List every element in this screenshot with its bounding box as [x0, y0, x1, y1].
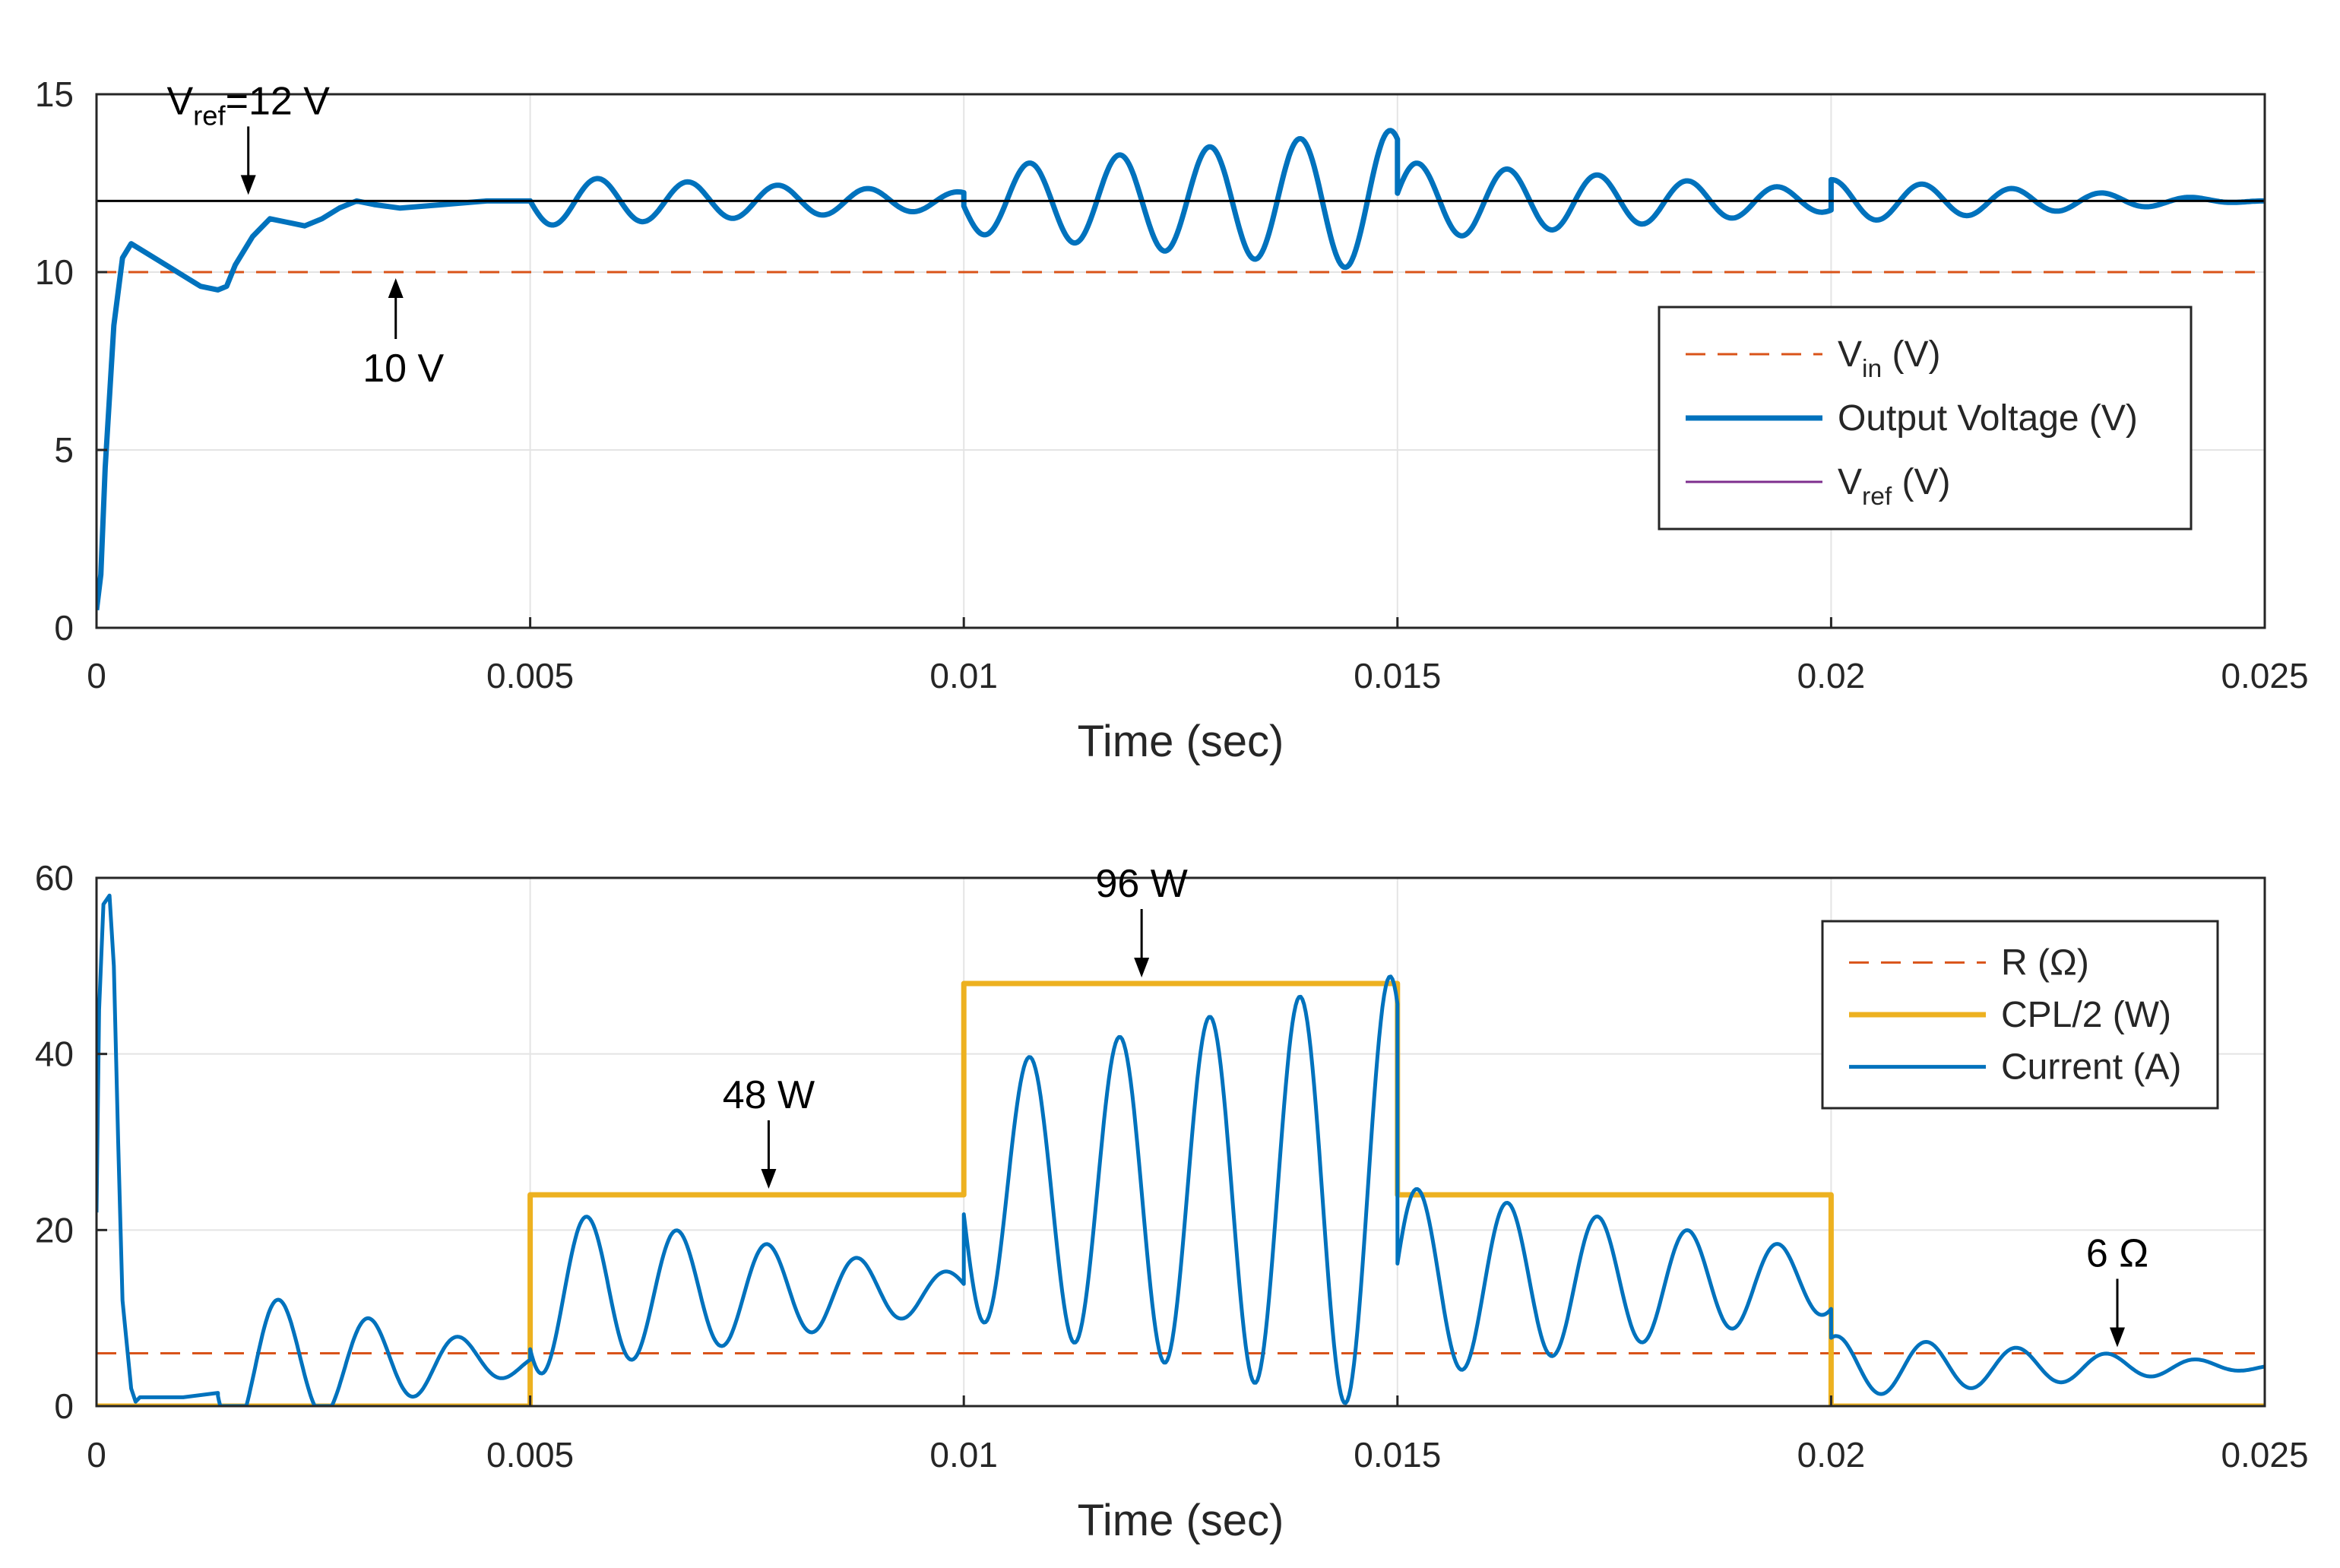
series-line-cpl-2-w-	[97, 980, 2265, 1406]
legend-label-main: CPL/2 (W)	[2001, 995, 2171, 1035]
annotation-label: 48 W	[723, 1073, 815, 1117]
legend: Vin (V) Output Voltage (V) Vref (V)	[1658, 306, 2193, 531]
annotation-label-main: 96 W	[1095, 862, 1187, 906]
y-tick-label: 15	[35, 74, 74, 114]
plot-area	[97, 128, 2265, 611]
y-tick-label: 20	[35, 1210, 74, 1250]
legend-label: CPL/2 (W)	[2001, 995, 2171, 1035]
legend-label-main: Output Voltage (V)	[1838, 398, 2138, 439]
annotation-label-main: 10 V	[363, 347, 444, 391]
legend-label-main: V	[1838, 334, 1862, 375]
arrow-down-icon	[2109, 1327, 2125, 1348]
y-tick-label: 5	[54, 430, 74, 470]
x-tick-label: 0.02	[1797, 1435, 1866, 1475]
y-tick-label: 60	[35, 858, 74, 898]
arrow-up-icon	[388, 278, 404, 298]
y-tick-label: 0	[54, 1386, 74, 1426]
series-line-output-voltage-v-	[97, 128, 2265, 611]
annotation-label-tail: =12 V	[226, 79, 331, 123]
legend-label-main: Current (A)	[2001, 1047, 2181, 1088]
legend-label-sub: ref	[1862, 483, 1892, 511]
x-axis-label: Time (sec)	[1078, 1496, 1284, 1545]
x-tick-label: 0	[87, 656, 106, 695]
annotation: 96 W	[1095, 862, 1188, 977]
annotation: Vref=12 V	[166, 79, 330, 195]
legend-label: R (Ω)	[2001, 942, 2089, 983]
annotation-label-sub: ref	[193, 100, 226, 131]
annotation: 10 V	[363, 278, 445, 391]
legend-label-sub: in	[1862, 355, 1882, 383]
x-axis-label: Time (sec)	[1078, 717, 1284, 766]
annotation: 48 W	[723, 1073, 815, 1189]
arrow-down-icon	[240, 175, 256, 195]
annotation: 6 Ω	[2086, 1232, 2148, 1348]
plot-area	[97, 893, 2265, 1406]
x-tick-label: 0.01	[929, 1435, 998, 1475]
x-tick-label: 0.025	[2221, 1435, 2308, 1475]
y-tick-label: 40	[35, 1034, 74, 1074]
annotation-label-main: 48 W	[723, 1073, 815, 1117]
x-tick-label: 0.015	[1354, 1435, 1441, 1475]
annotation-label: 6 Ω	[2086, 1232, 2148, 1276]
legend-label: Vin (V)	[1838, 334, 1940, 383]
annotation-label: Vref=12 V	[166, 79, 330, 131]
axes-box	[95, 876, 2266, 1408]
y-tick-label: 0	[54, 608, 74, 648]
x-tick-label: 0.025	[2221, 656, 2308, 695]
legend-label-main: R (Ω)	[2001, 942, 2089, 983]
legend-label: Vref (V)	[1838, 462, 1951, 511]
annotation-label: 10 V	[363, 347, 444, 391]
legend-label-tail: (V)	[1882, 334, 1940, 375]
legend-label-tail: (V)	[1892, 462, 1950, 502]
y-tick-label: 10	[35, 252, 74, 292]
x-tick-label: 0.005	[486, 1435, 574, 1475]
legend-label-main: V	[1838, 462, 1862, 502]
annotation-label: 96 W	[1095, 862, 1187, 906]
x-tick-label: 0	[87, 1435, 106, 1475]
x-tick-label: 0.015	[1354, 656, 1441, 695]
x-tick-label: 0.005	[486, 656, 574, 695]
arrow-down-icon	[761, 1169, 777, 1189]
arrow-down-icon	[1134, 958, 1150, 977]
x-tick-label: 0.02	[1797, 656, 1866, 695]
x-tick-label: 0.01	[929, 656, 998, 695]
annotation-label-main: 6 Ω	[2086, 1232, 2148, 1276]
annotation-label-main: V	[166, 79, 193, 123]
series-line-current-a-	[97, 893, 2265, 1406]
legend-label: Current (A)	[2001, 1047, 2181, 1088]
chart-top: 0 0.005 0.01 0.015 0.02 0.025 0 5 10 15 Time (sec)…	[35, 74, 2309, 766]
legend-label: Output Voltage (V)	[1838, 398, 2138, 439]
axes-box	[95, 93, 2266, 629]
chart-bottom: 0 0.005 0.01 0.015 0.02 0.025 0 20 40 60 Time (sec…	[35, 858, 2309, 1545]
legend: R (Ω) CPL/2 (W) Current (A)	[1821, 920, 2219, 1110]
